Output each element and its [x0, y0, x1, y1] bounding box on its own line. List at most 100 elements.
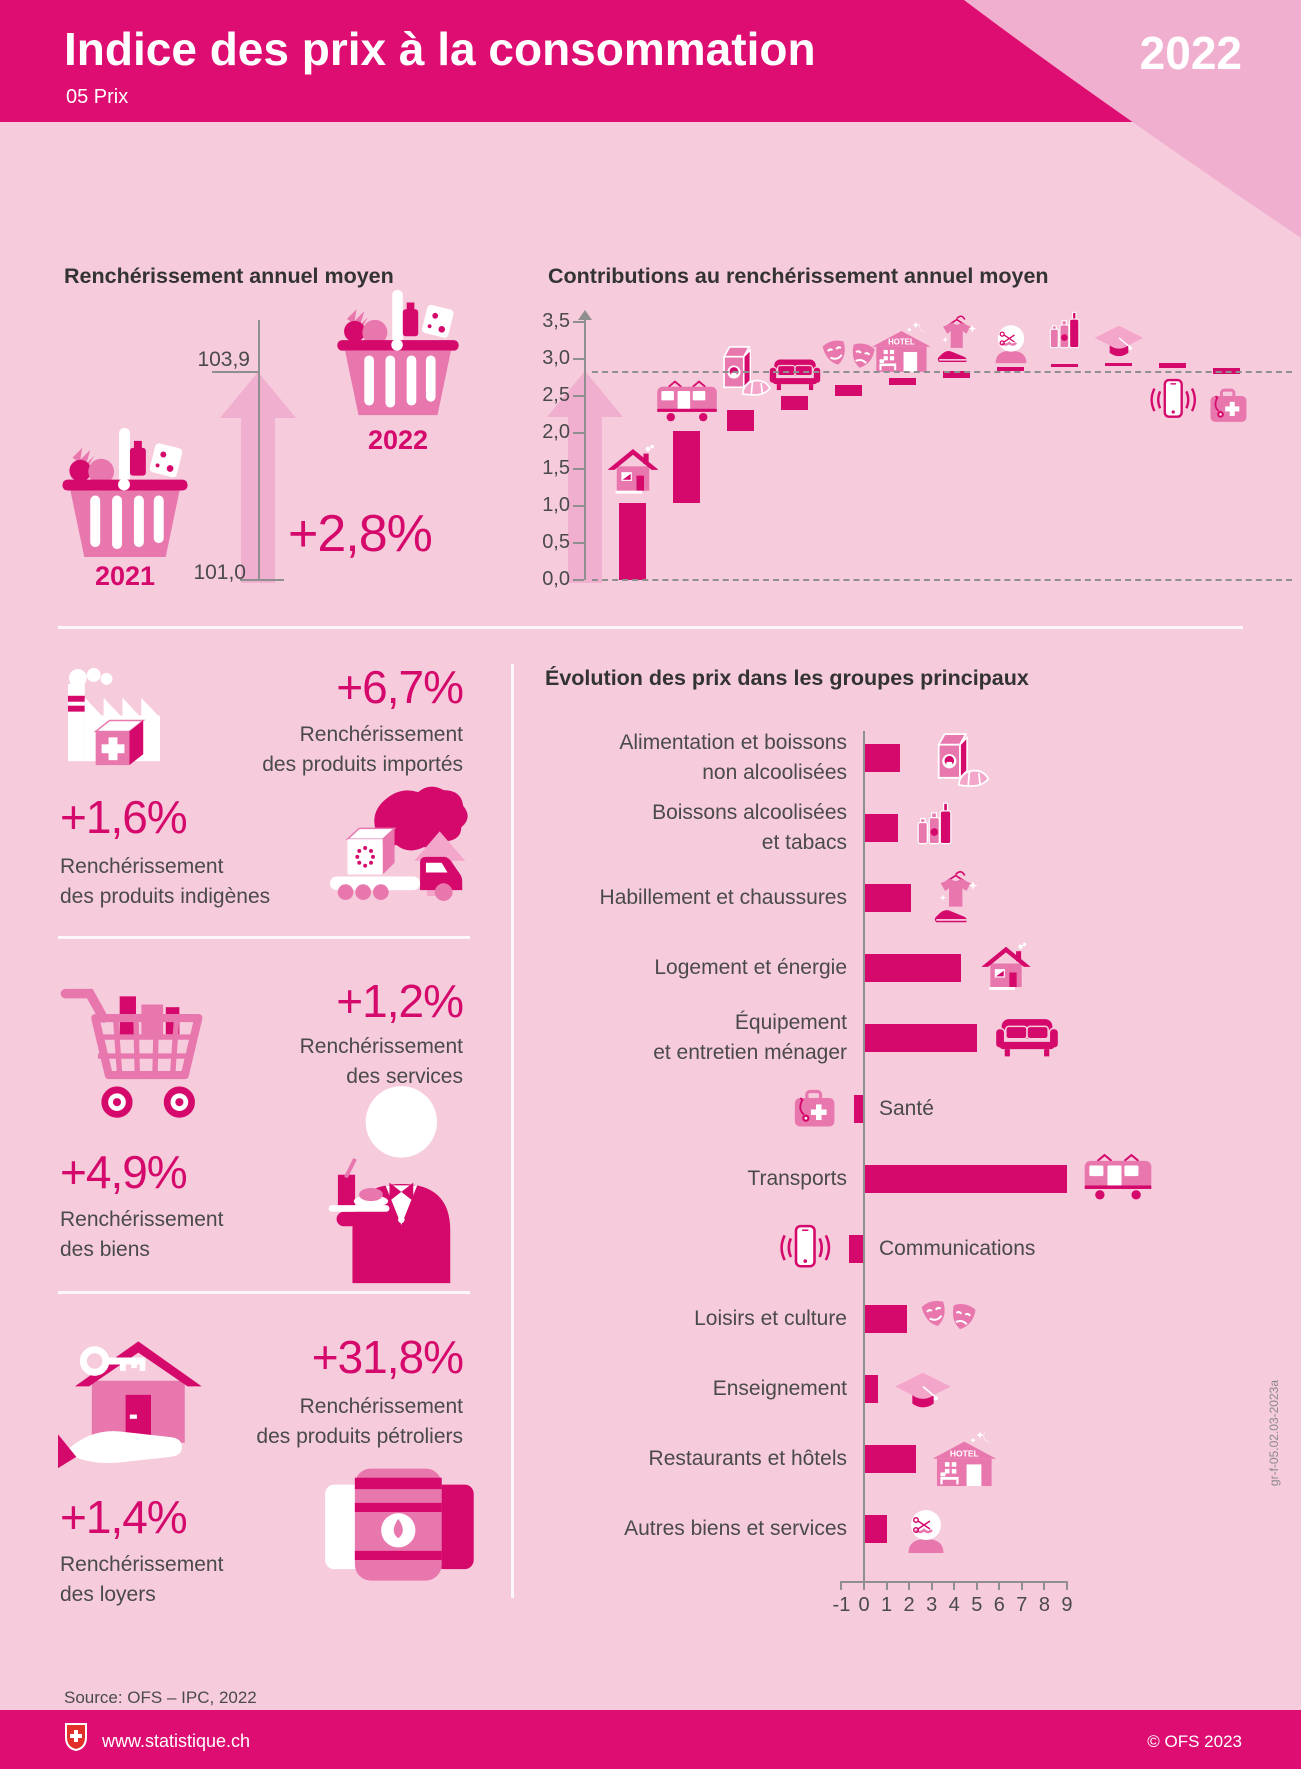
group-bar-clothes [864, 884, 912, 913]
tram-icon [1080, 1152, 1156, 1206]
groups-x-tick-label: 6 [993, 1594, 1005, 1616]
contrib-y-tick-label: 3,0 [542, 346, 570, 369]
avg-start-year: 2021 [94, 561, 156, 591]
contrib-y-tick [573, 542, 584, 545]
contrib-y-tick [573, 578, 584, 581]
avg-start-index: 101,0 [193, 561, 246, 584]
imported-products-label: Renchérissement des produits importés [262, 723, 463, 776]
avg-tick-high [212, 371, 259, 373]
contrib-y-tick [573, 357, 584, 360]
groups-x-tick-label: 2 [903, 1594, 915, 1616]
groups-x-tick [953, 1581, 956, 1590]
footer-site-link[interactable]: www.statistique.ch [102, 1731, 251, 1751]
house-icon [974, 940, 1038, 996]
zero-dashed-line [592, 579, 1292, 581]
contrib-y-tick [573, 394, 584, 397]
indigenous-products-label: Renchérissement des produits indigènes [60, 855, 271, 908]
groups-x-tick-label: 1 [880, 1594, 893, 1616]
group-bar-health [853, 1094, 863, 1123]
groups-x-tick-label: 5 [971, 1594, 983, 1616]
clothes-icon [928, 312, 986, 368]
groups-x-tick-label: -1 [832, 1594, 851, 1616]
groups-chart-title: Évolution des prix dans les groupes prin… [545, 666, 1029, 690]
groups-x-tick [1020, 1581, 1023, 1590]
contrib-axis-line [584, 318, 586, 580]
contribution-bar-tram [673, 431, 700, 503]
contrib-y-tick-label: 1,5 [542, 457, 570, 480]
hotel-icon [929, 1429, 1003, 1489]
person-icon [988, 320, 1034, 364]
contribution-bar-hotel [889, 378, 916, 386]
groups-x-tick-label: 7 [1016, 1594, 1028, 1616]
group-bar-sofa [864, 1024, 977, 1053]
sofa-icon [764, 357, 826, 393]
bottles-icon [1044, 307, 1086, 361]
goods-value: +4,9% [60, 1146, 188, 1198]
groups-x-tick [998, 1581, 1001, 1590]
avg-tick-low [240, 579, 284, 581]
contribution-bar-cap [1105, 363, 1132, 367]
source-note: Source: OFS – IPC, 2022 [64, 1688, 257, 1707]
rents-value: +1,4% [60, 1491, 188, 1543]
phone-icon [775, 1222, 835, 1276]
group-label: Habillement et chaussures [599, 886, 847, 910]
person-icon [900, 1504, 952, 1554]
sofa-icon [990, 1016, 1064, 1060]
imported-products-value: +6,7% [336, 661, 464, 713]
contribution-bar-bottles [1051, 364, 1078, 368]
corner-swoosh [964, 0, 1301, 238]
cap-icon [891, 1366, 955, 1412]
avg-axis-line [258, 320, 260, 580]
services-value: +1,2% [336, 975, 464, 1027]
contrib-y-tick-label: 3,5 [542, 310, 570, 332]
avg-chart-title: Renchérissement annuel moyen [64, 264, 394, 288]
avg-end-index: 103,9 [197, 348, 250, 371]
contrib-y-tick-label: 1,0 [542, 494, 570, 517]
group-bar-milk [864, 744, 901, 772]
cap-icon [1091, 320, 1147, 360]
group-label: Loisirs et culture [694, 1306, 847, 1330]
group-bar-hotel [864, 1445, 916, 1473]
groups-x-tick [1065, 1581, 1068, 1590]
groups-x-tick-label: 3 [926, 1594, 938, 1616]
health-icon [1203, 382, 1251, 430]
year-badge: 2022 [1139, 27, 1242, 79]
page-title: Indice des prix à la consommation [64, 23, 816, 75]
footer-band [0, 1710, 1301, 1769]
groups-x-tick [930, 1581, 933, 1590]
contrib-y-tick [573, 468, 584, 471]
groups-x-tick [885, 1581, 888, 1590]
services-label: Renchérissement des services [299, 1035, 463, 1088]
group-label: Santé [879, 1096, 934, 1120]
divider-horizontal [58, 626, 1243, 629]
avg-change-value: +2,8% [288, 505, 433, 563]
groups-x-tick [975, 1581, 978, 1590]
group-bar-house [864, 954, 961, 983]
group-label: Équipement et entretien ménager [653, 1011, 847, 1065]
group-bar-person [864, 1515, 887, 1544]
divider-vertical [511, 664, 514, 1598]
group-label: Logement et énergie [654, 956, 847, 980]
group-label: Communications [879, 1236, 1036, 1260]
contribution-bar-clothes [943, 371, 970, 379]
groups-x-tick [908, 1581, 911, 1590]
milk-icon [711, 331, 771, 407]
contribution-bar-milk [727, 410, 754, 432]
contrib-y-tick-label: 2,0 [542, 420, 570, 443]
contribution-bar-phone [1159, 363, 1186, 369]
petroleum-label: Renchérissement des produits pétroliers [256, 1395, 463, 1448]
group-bar-tram [864, 1164, 1067, 1193]
total-dashed-line [592, 371, 1292, 373]
contribution-bar-house [619, 502, 646, 580]
clothes-icon [924, 867, 988, 929]
phone-icon [1146, 376, 1200, 426]
contrib-y-tick [573, 431, 584, 434]
goods-label: Renchérissement des biens [60, 1208, 224, 1261]
group-bar-phone [849, 1234, 863, 1263]
group-label: Alimentation et boissons non alcoolisées [619, 731, 847, 784]
groups-x-tick [840, 1581, 843, 1590]
group-label: Autres biens et services [624, 1517, 847, 1541]
avg-end-year: 2022 [367, 425, 429, 455]
groups-x-tick-label: 9 [1061, 1594, 1073, 1616]
